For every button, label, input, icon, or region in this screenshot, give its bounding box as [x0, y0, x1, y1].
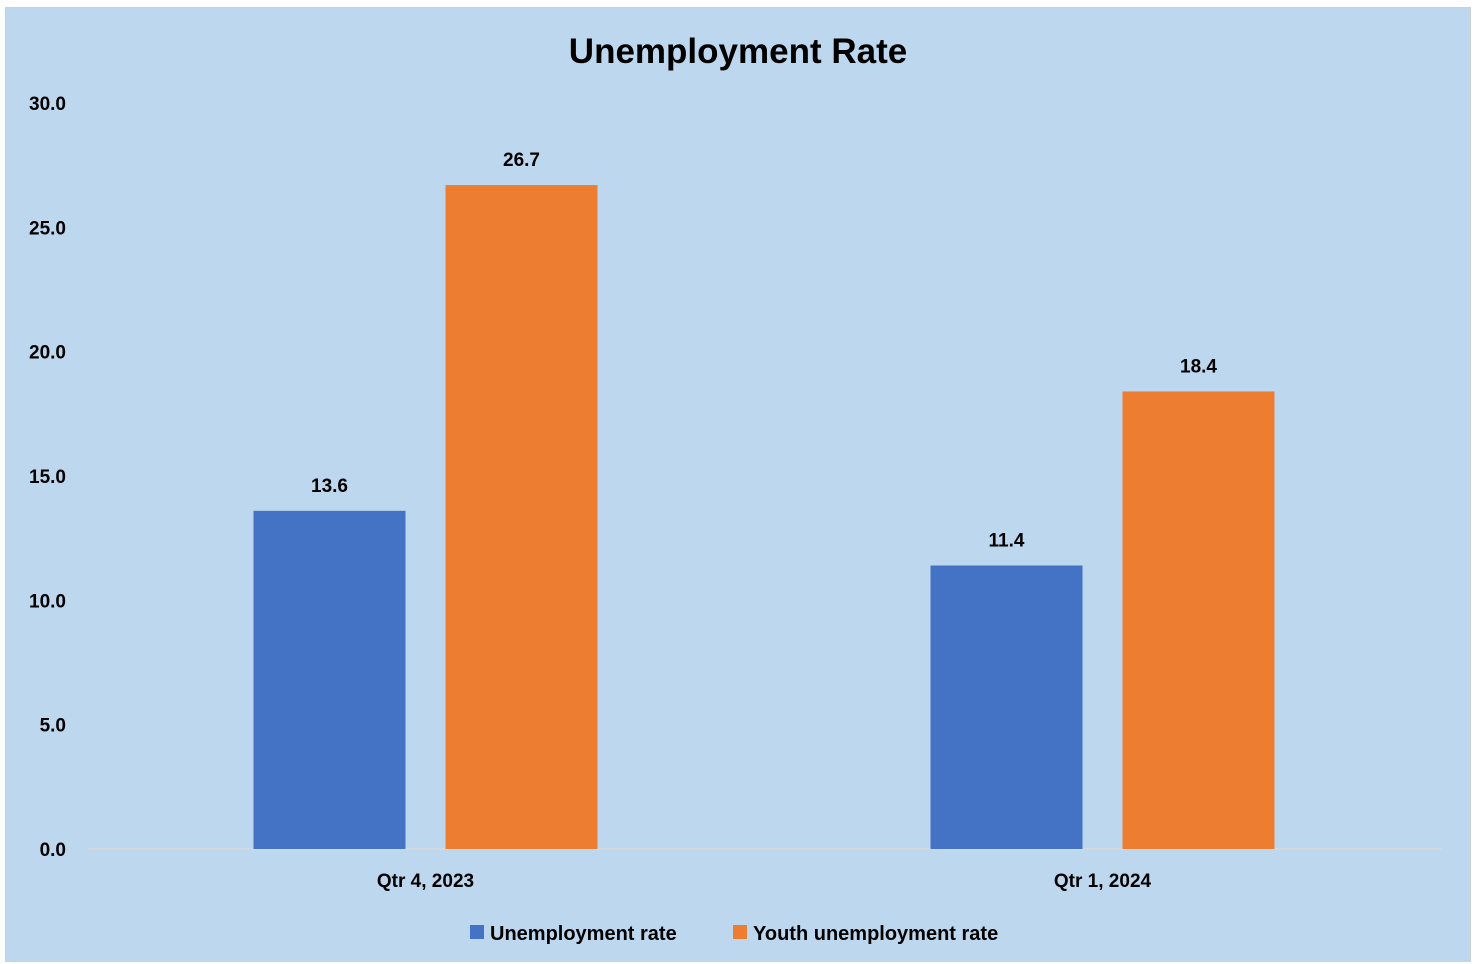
x-tick-label: Qtr 1, 2024	[1054, 871, 1152, 892]
bar-youth-unemployment-rate	[445, 185, 598, 849]
legend-swatch	[733, 925, 747, 939]
y-tick-label: 5.0	[40, 716, 66, 737]
x-tick-label: Qtr 4, 2023	[377, 871, 474, 892]
y-tick-label: 30.0	[29, 94, 66, 115]
y-tick-label: 10.0	[29, 591, 66, 612]
chart-title: Unemployment Rate	[569, 32, 907, 71]
bar-youth-unemployment-rate	[1122, 391, 1275, 849]
data-labels: 13.6 26.7 11.4 18.4	[311, 150, 1217, 551]
y-tick-label: 20.0	[29, 343, 66, 364]
bar-unemployment-rate	[253, 510, 406, 849]
data-label: 13.6	[311, 476, 348, 497]
y-tick-label: 25.0	[29, 218, 66, 239]
y-axis: 0.0 5.0 10.0 15.0 20.0 25.0 30.0	[29, 94, 66, 861]
y-tick-label: 15.0	[29, 467, 66, 488]
legend-label: Youth unemployment rate	[753, 923, 998, 945]
data-label: 11.4	[989, 531, 1025, 552]
y-tick-label: 0.0	[40, 840, 66, 861]
data-label: 26.7	[503, 150, 540, 171]
legend: Unemployment rate Youth unemployment rate	[470, 923, 998, 945]
bar-unemployment-rate	[930, 565, 1083, 849]
bars	[253, 185, 1275, 849]
x-axis: Qtr 4, 2023 Qtr 1, 2024	[377, 871, 1152, 892]
data-label: 18.4	[1180, 356, 1217, 377]
legend-label: Unemployment rate	[490, 923, 677, 945]
legend-swatch	[470, 925, 484, 939]
